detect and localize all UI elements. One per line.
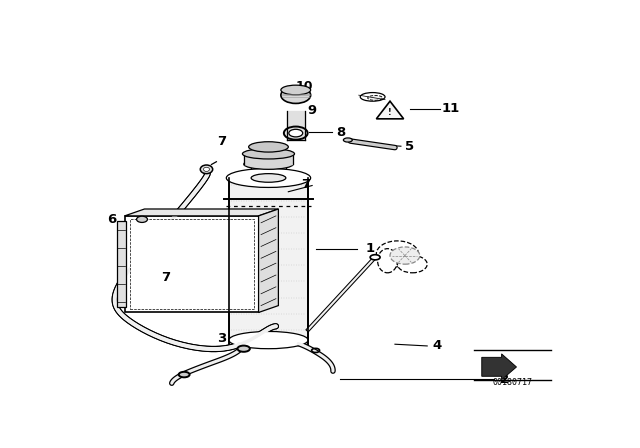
Ellipse shape	[251, 174, 286, 182]
Ellipse shape	[370, 255, 380, 260]
Ellipse shape	[378, 249, 397, 273]
Ellipse shape	[179, 372, 189, 377]
Ellipse shape	[284, 126, 308, 140]
Ellipse shape	[390, 247, 420, 264]
Ellipse shape	[251, 160, 286, 168]
Ellipse shape	[237, 345, 250, 352]
Text: 7: 7	[217, 135, 226, 148]
Ellipse shape	[281, 87, 310, 103]
Polygon shape	[482, 354, 516, 380]
Ellipse shape	[360, 93, 385, 101]
Text: 3: 3	[217, 332, 226, 345]
Ellipse shape	[244, 159, 293, 169]
Text: 10: 10	[296, 80, 314, 93]
Text: 8: 8	[336, 125, 345, 138]
Ellipse shape	[367, 95, 383, 100]
Bar	[129, 220, 253, 309]
Text: 11: 11	[442, 103, 460, 116]
Ellipse shape	[344, 138, 352, 142]
Text: 9: 9	[308, 104, 317, 117]
Text: 00180717: 00180717	[493, 378, 532, 387]
Text: !: !	[388, 108, 392, 116]
Polygon shape	[125, 209, 278, 216]
Ellipse shape	[243, 149, 294, 159]
Ellipse shape	[229, 332, 308, 349]
Ellipse shape	[281, 85, 310, 95]
Text: 7: 7	[161, 271, 170, 284]
Ellipse shape	[289, 129, 303, 137]
Polygon shape	[376, 101, 404, 119]
Bar	[117, 221, 126, 307]
Ellipse shape	[397, 255, 428, 273]
Text: 1: 1	[365, 242, 375, 255]
Text: 5: 5	[405, 140, 415, 153]
FancyBboxPatch shape	[229, 178, 308, 344]
Ellipse shape	[200, 165, 212, 174]
Bar	[125, 216, 259, 313]
Ellipse shape	[204, 167, 209, 172]
Ellipse shape	[376, 241, 419, 267]
Text: 2: 2	[499, 373, 509, 386]
Ellipse shape	[227, 168, 310, 187]
Polygon shape	[259, 209, 278, 313]
Ellipse shape	[249, 142, 288, 152]
Text: 7: 7	[301, 178, 310, 191]
Text: 6: 6	[108, 213, 117, 226]
Text: 4: 4	[433, 340, 442, 353]
Ellipse shape	[136, 216, 147, 223]
